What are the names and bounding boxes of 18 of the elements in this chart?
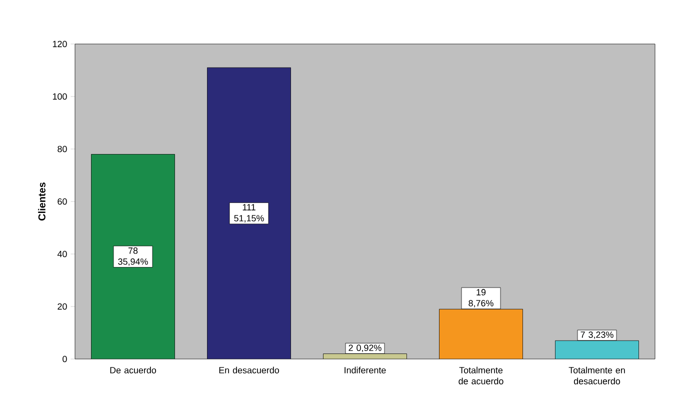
- y-tick-label: 20: [58, 303, 67, 310]
- y-tick-label: 40: [57, 250, 67, 258]
- y-tick-label: 120: [52, 40, 67, 48]
- x-tick-label: De acuerdo: [110, 366, 156, 374]
- y-axis-title: Clientes: [38, 182, 46, 220]
- y-tick-label: 60: [58, 198, 67, 205]
- data-label: 2 0,92%: [348, 344, 382, 352]
- x-tick-label: Totalmente en desacuerdo: [568, 366, 625, 384]
- x-tick-label: Totalmente de acuerdo: [458, 366, 504, 384]
- data-label: 78 35,94%: [118, 247, 148, 266]
- x-tick-label: Indiferente: [344, 366, 386, 374]
- data-label: 7 3,23%: [580, 332, 614, 339]
- y-tick-label: 80: [58, 146, 67, 152]
- data-label: 111 51,15%: [234, 204, 264, 222]
- data-label: 19 8,76%: [468, 289, 494, 308]
- y-tick-label: 100: [52, 93, 67, 100]
- x-tick-label: En desacuerdo: [219, 366, 280, 374]
- y-tick-label: 0: [62, 356, 67, 362]
